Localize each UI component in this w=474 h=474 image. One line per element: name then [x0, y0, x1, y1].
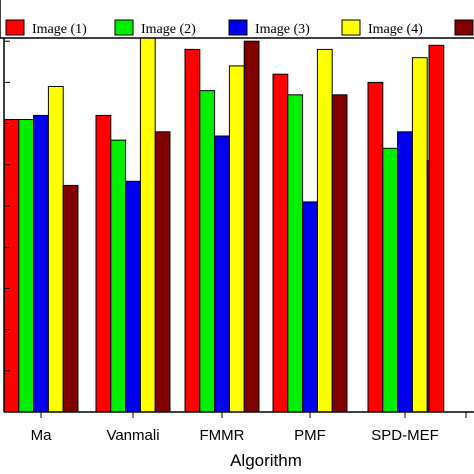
- legend-swatch: [341, 19, 361, 36]
- bar-ma-series-3: [33, 114, 49, 413]
- legend-label: Image (1): [32, 22, 87, 37]
- bar-ma-series-5: [62, 184, 79, 413]
- bar-fmmr-series-1: [184, 48, 201, 413]
- bar-vanmali-series-3: [125, 180, 141, 413]
- bar-pmf-series-3: [302, 201, 318, 413]
- bar-ma-series-1: [3, 119, 20, 413]
- bar-extra-series-1: [428, 44, 445, 413]
- bar-spd-mef-series-3: [397, 131, 413, 413]
- bar-spd-mef-series-1: [367, 81, 384, 413]
- x-tick-label: Vanmali: [106, 427, 159, 444]
- legend: Image (1)Image (2)Image (3)Image (4)Imag…: [0, 0, 474, 39]
- bar-pmf-series-4: [316, 48, 333, 413]
- bar-fmmr-series-4: [228, 65, 245, 413]
- legend-label: Image (2): [141, 22, 196, 37]
- bar-fmmr-series-3: [214, 135, 230, 413]
- bar-vanmali-series-1: [95, 114, 112, 413]
- bar-vanmali-series-4: [139, 32, 156, 413]
- bar-ma-series-4: [47, 86, 64, 413]
- bar-spd-mef-series-2: [382, 147, 399, 413]
- x-tick-label: Ma: [31, 427, 52, 444]
- bars-group: [3, 32, 445, 413]
- bar-pmf-series-2: [287, 94, 304, 413]
- bar-pmf-series-1: [272, 73, 289, 413]
- bar-pmf-series-5: [331, 94, 348, 413]
- legend-label: Image (4): [368, 22, 423, 37]
- y-ticks: [4, 0, 10, 413]
- bar-ma-series-2: [18, 119, 35, 413]
- bar-fmmr-series-5: [243, 40, 260, 413]
- bar-vanmali-series-5: [154, 131, 171, 413]
- x-ticks: Ma Vanmali FMMR PMF SPD-MEF: [31, 412, 467, 444]
- legend-swatch: [454, 19, 474, 36]
- x-tick-label: FMMR: [200, 427, 245, 444]
- legend-swatch: [228, 19, 248, 36]
- x-tick-label: SPD-MEF: [371, 427, 439, 444]
- bar-fmmr-series-2: [199, 90, 216, 413]
- legend-label: Image (3): [255, 22, 310, 37]
- x-axis-title: Algorithm: [230, 451, 302, 470]
- x-tick-label: PMF: [294, 427, 326, 444]
- legend-swatch: [5, 19, 25, 36]
- bar-spd-mef-series-4: [411, 57, 428, 413]
- legend-swatch: [114, 19, 134, 36]
- bar-vanmali-series-2: [110, 139, 127, 413]
